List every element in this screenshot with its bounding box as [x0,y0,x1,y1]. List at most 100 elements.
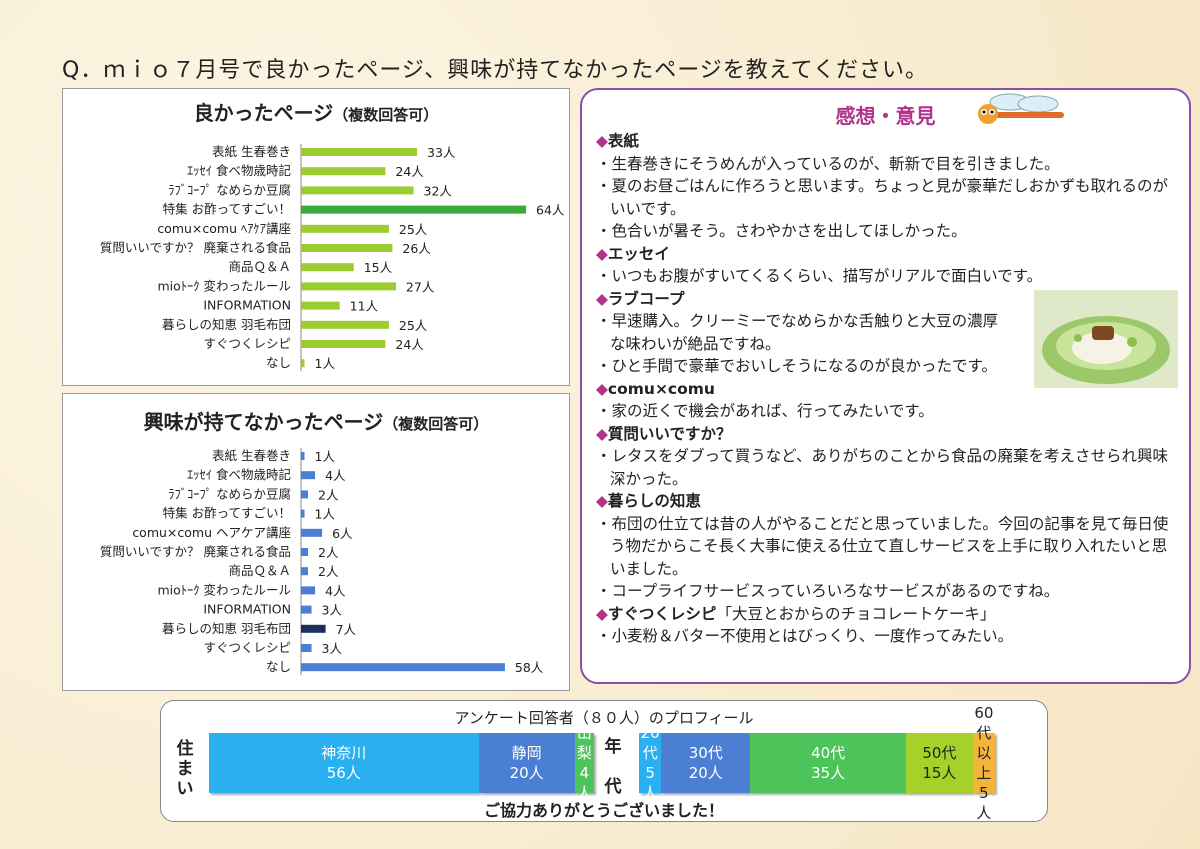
tick-label: ﾗﾌﾞｺｰﾌﾟ なめらか豆腐 [168,486,291,501]
bar [301,605,312,614]
profile-panel: アンケート回答者（８０人）のプロフィール 住まい 年代 神奈川 56人 静岡 20人 山… [160,700,1048,822]
bar [301,301,340,310]
tick-label: なし [266,659,291,674]
segment-count: 15人 [922,764,957,782]
data-label: 25人 [399,222,428,237]
bar [301,244,393,252]
bar [301,528,323,537]
bar [301,148,418,156]
segment-name: 20代 [640,724,660,762]
tick-label: INFORMATION [203,298,291,313]
tick-label: 商品Ｑ＆Ａ [228,259,291,274]
segment-name: 静岡 [511,744,542,762]
good-pages-panel: 良かったページ（複数回答可） 表紙 生春巻き 33人 ｴｯｾｲ 食べ物歳時記 24人 ﾗ… [62,88,570,386]
segment-count: 5人 [976,784,992,822]
profile-segment: 20代 5人 [639,724,662,802]
dragonfly-icon [978,93,1064,124]
data-label: 24人 [395,337,424,352]
opinions-panel: 感想・意見 ◆表紙 ・生春巻きにそうめんが入っているのが、斬新で目を引きました。・… [580,88,1191,684]
bar [301,624,326,633]
profile-segment: 40代 35人 [750,733,906,793]
data-label: 64人 [536,203,565,218]
segment-count: 5人 [642,764,658,802]
data-label: 15人 [364,260,393,275]
opinions-title: 感想・意見 [835,104,936,128]
opinion-section-heading: ◆質問いいですか？ [596,424,732,443]
opinion-item: ・家の近くで機会があれば、行ってみたいです。 [596,402,934,420]
tofu-dish-photo [1034,290,1178,388]
tick-label: ﾗﾌﾞｺｰﾌﾟ なめらか豆腐 [168,182,291,197]
tick-label: comu×comu ﾍｱｹｱ講座 [157,221,291,236]
tick-label: すぐつくレシピ [203,640,291,655]
opinion-section-heading: ◆エッセイ [596,244,670,263]
bar [301,282,396,291]
segment-count: 4人 [576,764,592,802]
opinion-item: ・早速購入。クリーミーでなめらかな舌触りと大豆の濃厚な味わいが絶品ですね。 [596,312,999,353]
tick-label: 質問いいですか？ 廃棄される食品 [100,240,291,255]
segment-count: 35人 [811,764,846,782]
question-heading: Q．ｍｉｏ７月号で良かったページ、興味が持てなかったページを教えてください。 [62,58,929,83]
profile-segment: 静岡 20人 [478,733,575,793]
tick-label: INFORMATION [203,602,291,617]
data-label: 33人 [427,145,456,160]
opinion-item: ・生春巻きにそうめんが入っているのが、斬新で目を引きました。 [596,154,1060,173]
data-label: 2人 [318,564,339,579]
bar [301,490,309,499]
opinion-item: ・小麦粉＆バター不使用とはびっくり、一度作ってみたい。 [596,627,1014,645]
data-label: 4人 [325,583,346,598]
profile-segment: 神奈川 56人 [209,733,479,793]
opinion-section-heading: ◆表紙 [596,132,639,150]
bar [301,263,354,272]
tick-label: ｴｯｾｲ 食べ物歳時記 [187,163,291,178]
tick-label: 特集 お酢ってすごい！ [163,506,291,521]
tick-label: 表紙 生春巻き [212,448,291,463]
profile-segment: 山梨 4人 [574,724,594,802]
opinion-item: ・色合いが暑そう。さわやかさを出してほしかった。 [596,222,967,240]
data-label: 1人 [315,507,336,522]
segment-count: 20人 [509,764,544,782]
opinion-item: ・布団の仕立ては昔の人がやることだと思っていました。今回の記事を見て毎日使う物だ… [596,514,1169,578]
tick-label: 商品Ｑ＆Ａ [228,563,291,578]
bar [301,359,305,368]
opinion-section-heading: ◆ラブコープ [596,289,685,308]
bar [301,471,316,480]
bar [301,663,505,672]
segment-count: 20人 [688,764,723,782]
profile-segment: 30代 20人 [661,733,751,793]
opinion-item: ・いつもお腹がすいてくるくらい、描写がリアルで面白いです。 [596,267,1043,285]
bar [301,567,309,576]
data-label: 2人 [318,487,339,502]
data-label: 26人 [402,241,431,256]
profile-segment: 50代 15人 [906,733,973,793]
segment-name: 50代 [922,744,957,762]
data-label: 1人 [315,449,336,464]
data-label: 7人 [336,622,357,637]
segment-name: 神奈川 [321,744,367,762]
opinion-section-heading: ◆comu×comu [596,379,715,398]
data-label: 58人 [515,660,544,675]
data-label: 3人 [322,603,343,618]
bar [301,320,389,329]
tick-label: mioﾄｰｸ 変わったルール [157,582,291,597]
tick-label: 暮らしの知恵 羽毛布団 [162,621,291,636]
opinion-item: ・コープライフサービスっていろいろなサービスがあるのですね。 [596,582,1060,600]
bar [301,548,309,556]
residence-label: 住まい [176,739,194,799]
opinion-item: ・夏のお昼ごはんに作ろうと思います。ちょっと見が豪華だしおかずも取れるのがいいで… [596,177,1168,218]
good-pages-chart: 表紙 生春巻き 33人 ｴｯｾｲ 食べ物歳時記 24人 ﾗﾌﾞｺｰﾌﾟ なめらか豆腐 32… [100,144,565,372]
data-label: 32人 [424,183,453,198]
tick-label: mioﾄｰｸ 変わったルール [157,278,291,293]
bar [301,167,386,176]
tick-label: すぐつくレシピ [203,336,291,351]
tick-label: comu×comu ヘアケア講座 [132,525,291,540]
bar [301,644,312,652]
thanks-message: ご協力ありがとうございました！ [483,801,724,820]
tick-label: 特集 お酢ってすごい！ [163,202,291,217]
bar [301,224,389,233]
profile-title: アンケート回答者（８０人）のプロフィール [454,709,754,727]
data-label: 4人 [325,468,346,483]
segment-name: 30代 [688,744,723,762]
bar [301,186,414,195]
segment-name: 60代以上 [974,704,994,782]
tick-label: なし [266,355,291,370]
